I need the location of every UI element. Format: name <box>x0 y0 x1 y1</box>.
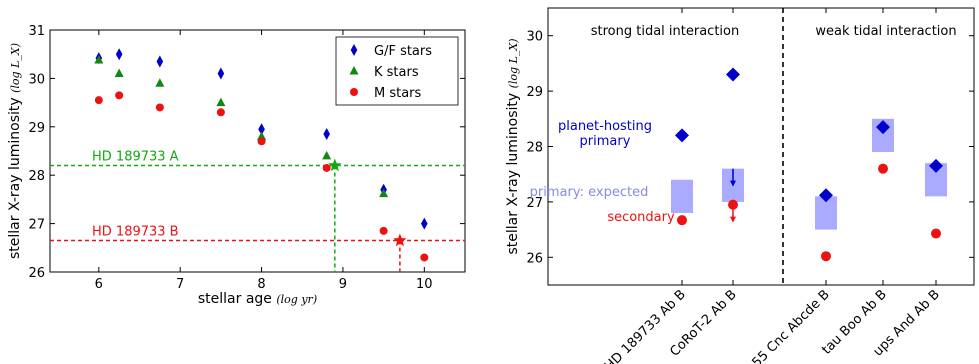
y-tick-label: 26 <box>526 251 543 266</box>
m-stars-point <box>379 226 388 235</box>
annotation-star <box>328 158 342 172</box>
right-chart: strong tidal interaction weak tidal inte… <box>505 7 975 364</box>
left-y-axis-label: stellar X-ray luminosity (log L_X) <box>7 43 23 259</box>
upper-limit-arrowhead <box>730 216 736 223</box>
left-legend: G/F stars K stars M stars <box>335 36 459 106</box>
m-stars-point <box>420 253 429 262</box>
right-y-axis-label: stellar X-ray luminosity (log L_X) <box>505 38 521 254</box>
m-stars-point <box>94 96 103 105</box>
secondary-point <box>677 215 687 226</box>
primary-point <box>876 120 890 135</box>
m-stars-point <box>115 91 124 100</box>
left-annotations: HD 189733 A HD 189733 B <box>50 150 465 272</box>
weak-tidal-label: weak tidal interaction <box>815 24 956 39</box>
g-f-stars-point <box>115 48 123 61</box>
primary-point <box>675 128 689 143</box>
primary-point <box>726 67 740 82</box>
primary-point <box>819 188 833 203</box>
left-data-points <box>94 48 429 262</box>
y-tick-label: 30 <box>28 72 45 87</box>
expected-band <box>925 163 947 197</box>
upper-limit-arrowhead <box>730 180 736 187</box>
left-plot-frame <box>49 29 466 273</box>
strong-tidal-label: strong tidal interaction <box>591 24 739 39</box>
g-f-stars-legend-label: G/F stars <box>374 44 432 59</box>
k-stars-legend-marker <box>349 66 359 75</box>
m-stars-legend-marker <box>350 88 358 96</box>
annotation-label: HD 189733 B <box>92 225 179 240</box>
k-stars-point <box>94 55 104 64</box>
right-series-labels: planet-hosting primary primary: expected… <box>530 119 675 225</box>
k-stars-legend-label: K stars <box>374 65 419 80</box>
y-tick-label: 29 <box>28 121 45 136</box>
g-f-stars-point <box>258 123 265 136</box>
right-expected-bands <box>671 118 947 230</box>
m-stars-point <box>322 163 331 172</box>
k-stars-point <box>379 188 389 198</box>
g-f-stars-point <box>421 217 428 230</box>
m-stars-point <box>216 108 225 117</box>
expected-band <box>815 196 837 230</box>
y-tick-label: 28 <box>28 169 45 184</box>
secondary-point <box>821 251 831 262</box>
m-stars-point <box>257 137 266 146</box>
secondary-label: secondary <box>607 210 675 225</box>
k-stars-point <box>322 150 332 160</box>
g-f-stars-point <box>217 67 225 80</box>
g-f-stars-point <box>323 128 330 141</box>
m-stars-legend-label: M stars <box>374 86 422 101</box>
x-tick-label: 7 <box>176 277 184 292</box>
primary-label: primary <box>580 134 631 149</box>
k-stars-point <box>257 131 267 140</box>
primary-expected-label: primary: expected <box>530 185 649 200</box>
secondary-point <box>878 163 888 174</box>
k-stars-point <box>216 97 226 107</box>
g-f-stars-legend-marker <box>350 44 358 56</box>
k-stars-point <box>155 78 165 87</box>
x-tick-label: 9 <box>339 277 347 292</box>
y-tick-label: 27 <box>526 196 543 211</box>
planet-hosting-label: planet-hosting <box>558 119 652 134</box>
x-tick-label: 8 <box>257 277 265 292</box>
y-tick-label: 30 <box>526 30 543 45</box>
y-tick-label: 28 <box>526 141 543 156</box>
y-tick-label: 31 <box>28 24 45 39</box>
k-stars-point <box>114 68 124 78</box>
left-x-axis-label: stellar age (log yr) <box>198 291 317 307</box>
annotation-label: HD 189733 A <box>92 150 179 165</box>
g-f-stars-point <box>156 55 164 68</box>
category-label: 55 Cnc Abcde B <box>749 287 832 364</box>
y-tick-label: 26 <box>28 266 45 281</box>
x-tick-label: 10 <box>416 277 433 292</box>
y-tick-label: 27 <box>28 218 45 233</box>
left-axis-ticks: 6 7 8 9 10 26 27 28 29 30 31 <box>28 24 465 292</box>
x-tick-label: 6 <box>95 277 103 292</box>
expected-band <box>671 179 693 213</box>
annotation-star <box>393 233 407 247</box>
right-data-points <box>675 67 943 262</box>
secondary-point <box>931 228 941 239</box>
secondary-point <box>728 199 738 210</box>
primary-point <box>929 158 943 173</box>
m-stars-point <box>155 103 164 112</box>
y-tick-label: 29 <box>526 85 543 100</box>
